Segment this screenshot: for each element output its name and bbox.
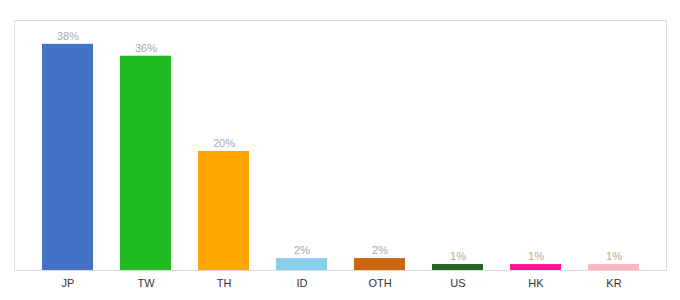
svg-text:ID: ID xyxy=(297,277,308,289)
svg-text:20%: 20% xyxy=(213,137,235,149)
svg-text:OTH: OTH xyxy=(368,277,391,289)
svg-text:US: US xyxy=(450,277,465,289)
svg-text:1%: 1% xyxy=(528,250,544,262)
svg-text:TH: TH xyxy=(217,277,232,289)
svg-text:1%: 1% xyxy=(450,250,466,262)
svg-text:HK: HK xyxy=(528,277,544,289)
svg-text:36%: 36% xyxy=(135,42,157,54)
svg-text:1%: 1% xyxy=(606,250,622,262)
svg-text:TW: TW xyxy=(137,277,155,289)
svg-text:KR: KR xyxy=(606,277,621,289)
svg-text:2%: 2% xyxy=(294,244,310,256)
svg-text:38%: 38% xyxy=(57,30,79,42)
svg-text:JP: JP xyxy=(62,277,75,289)
svg-text:2%: 2% xyxy=(372,244,388,256)
